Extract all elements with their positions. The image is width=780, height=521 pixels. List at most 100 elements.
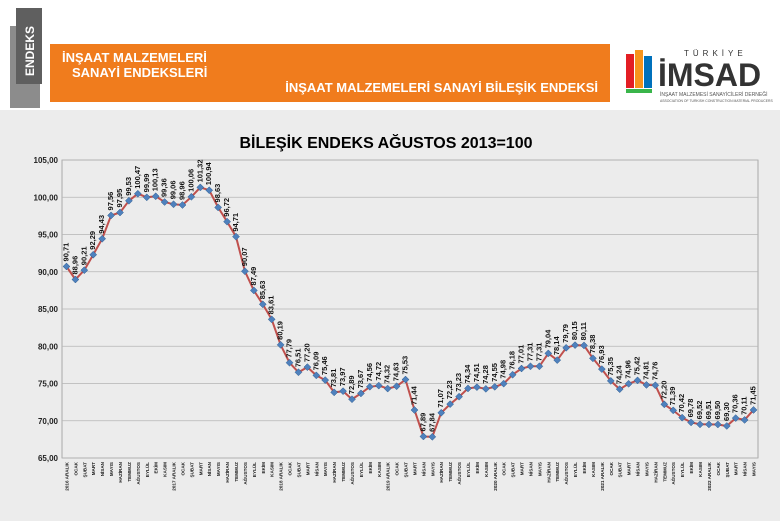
data-point: [133, 189, 142, 198]
data-point: [722, 422, 731, 430]
data-point: [321, 376, 330, 384]
data-label: 80,15: [570, 321, 579, 340]
data-label: 90,07: [240, 247, 249, 266]
data-point: [285, 358, 294, 367]
data-label: 79,04: [543, 329, 552, 349]
endeks-badge-text: ENDEKS: [23, 26, 37, 76]
x-tick-label: ŞUBAT: [82, 462, 87, 478]
data-point: [499, 379, 508, 388]
data-label: 72,23: [445, 380, 454, 399]
x-tick-label: KASIM: [591, 462, 596, 477]
x-tick-label: KASIM: [698, 462, 703, 477]
x-tick-label: MART: [305, 462, 310, 475]
data-label: 100,94: [204, 161, 213, 185]
x-tick-label: OCAK: [180, 461, 185, 475]
x-tick-label: EYLÜL: [465, 462, 471, 477]
x-tick-label: HAZİRAN: [652, 461, 658, 482]
data-point: [89, 250, 98, 259]
x-tick-label: HAZİRAN: [545, 461, 551, 482]
x-tick-label: 2021 ARALIK: [600, 461, 605, 490]
x-tick-label: EYLÜL: [251, 462, 257, 477]
y-tick-label: 95,00: [38, 231, 59, 240]
y-tick-label: 70,00: [38, 417, 59, 426]
data-label: 74,55: [490, 363, 499, 382]
data-point: [107, 211, 115, 220]
data-point: [589, 354, 597, 363]
data-label: 96,72: [222, 198, 231, 217]
data-point: [205, 186, 214, 195]
data-label: 67,89: [418, 413, 427, 432]
data-label: 77,31: [534, 343, 543, 362]
data-label: 74,32: [383, 365, 392, 384]
data-label: 101,32: [195, 159, 204, 182]
data-label: 99,06: [169, 180, 178, 199]
data-point: [116, 208, 124, 217]
data-label: 74,72: [374, 362, 383, 381]
x-tick-label: ŞUBAT: [725, 462, 730, 478]
data-label: 69,50: [713, 401, 722, 420]
x-tick-label: NİSAN: [206, 461, 212, 476]
data-point: [597, 365, 606, 373]
data-point: [553, 356, 562, 364]
data-point: [705, 420, 713, 429]
data-label: 71,39: [668, 387, 677, 406]
x-tick-label: TEMMUZ: [555, 462, 560, 482]
brand-top: TÜRKİYE: [684, 49, 747, 58]
data-label: 88,96: [70, 256, 79, 275]
data-point: [374, 381, 383, 390]
data-label: 71,07: [436, 389, 445, 408]
x-tick-label: NİSAN: [527, 461, 533, 476]
data-point: [312, 371, 321, 380]
x-tick-label: HAZİRAN: [331, 461, 337, 482]
x-tick-label: AĞUSTOS: [455, 462, 462, 485]
x-tick-label: TEMMUZ: [448, 462, 453, 482]
data-point: [731, 414, 740, 422]
data-label: 69,30: [722, 402, 731, 421]
chart-grid: [61, 159, 759, 459]
data-point: [517, 364, 526, 373]
x-tick-label: OCAK: [395, 461, 400, 475]
data-point: [401, 375, 410, 384]
data-point: [241, 267, 249, 276]
x-tick-label: MAYIS: [752, 462, 757, 476]
series-markers: [62, 183, 758, 441]
data-point: [71, 275, 80, 284]
data-label: 75,42: [633, 357, 642, 376]
data-point: [178, 201, 187, 209]
data-point: [535, 362, 544, 371]
data-label: 74,28: [481, 365, 490, 384]
data-label: 71,45: [749, 386, 758, 405]
title-banner: İNŞAAT MALZEMELERİ SANAYİ ENDEKSLERİ İNŞ…: [50, 44, 610, 102]
data-label: 75,35: [606, 357, 615, 376]
banner-title-line2: SANAYİ ENDEKSLERİ: [72, 65, 208, 80]
data-point: [455, 392, 463, 401]
data-point: [125, 196, 133, 205]
data-label: 71,44: [409, 385, 418, 405]
data-point: [258, 300, 267, 309]
data-label: 100,13: [151, 168, 160, 191]
data-label: 94,71: [231, 213, 240, 232]
data-point: [562, 343, 571, 352]
x-tick-label: TEMMUZ: [234, 462, 239, 482]
x-tick-label: TEMMUZ: [127, 462, 132, 482]
x-tick-label: EKİM: [581, 462, 587, 474]
x-tick-label: MAYIS: [109, 462, 114, 476]
x-tick-label: 2017 ARALIK: [172, 461, 177, 490]
data-label: 76,51: [293, 348, 302, 367]
x-tick-label: OCAK: [502, 461, 507, 475]
imsad-logo: TÜRKİYE İMSAD İNŞAAT MALZEMESİ SANAYİCİL…: [626, 49, 773, 103]
x-tick-label: EKİM: [153, 462, 159, 474]
data-label: 85,63: [258, 281, 267, 300]
x-tick-label: EKİM: [474, 462, 480, 474]
header: ENDEKS İNŞAAT MALZEMELERİ SANAYİ ENDEKSL…: [0, 0, 780, 110]
x-tick-label: MART: [734, 462, 739, 475]
y-tick-label: 100,00: [34, 193, 59, 202]
x-tick-label: 2018 ARALIK: [279, 461, 284, 490]
data-label: 99,36: [160, 178, 169, 197]
x-tick-label: NİSAN: [99, 461, 105, 476]
x-tick-label: ŞUBAT: [296, 462, 301, 478]
data-label: 72,89: [347, 375, 356, 394]
x-tick-label: TEMMUZ: [662, 462, 667, 482]
data-point: [276, 340, 285, 349]
